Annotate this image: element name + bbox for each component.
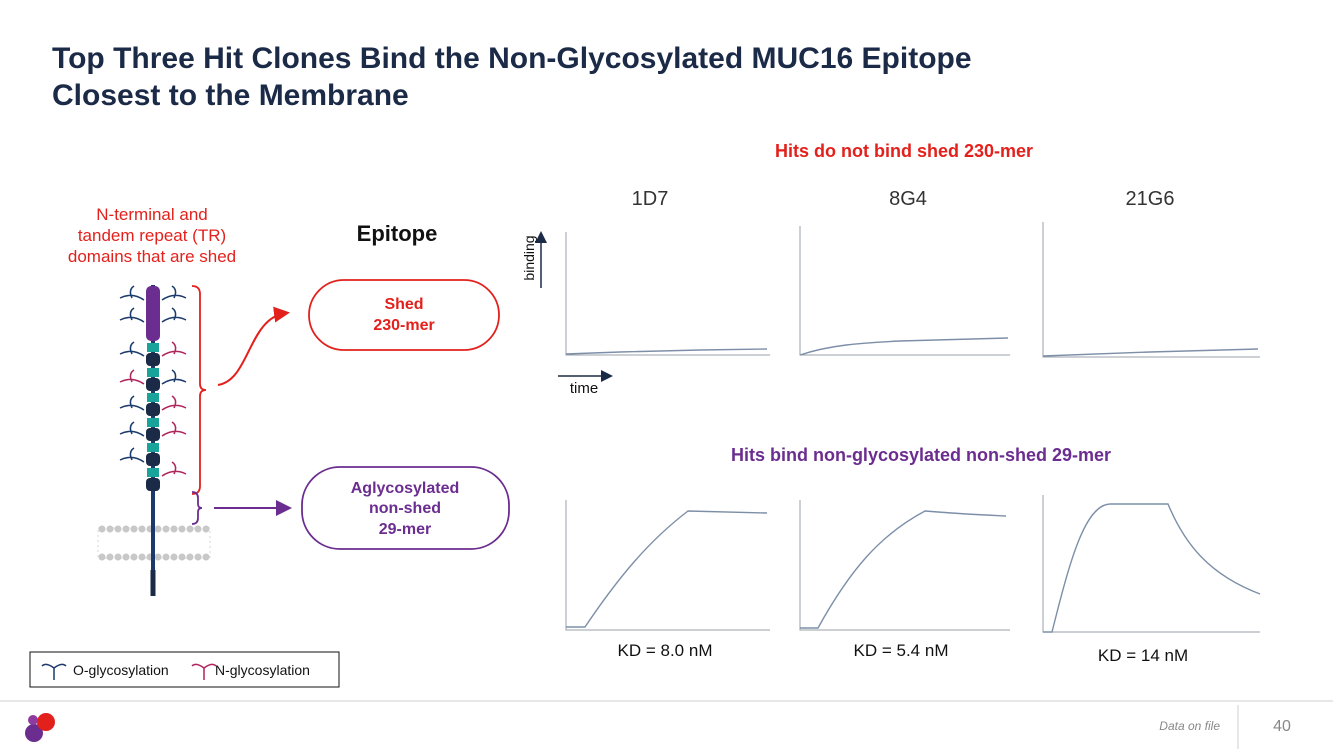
kd-label: KD = 14 nM [1098,646,1188,665]
box-line: Aglycosylated [351,480,459,497]
box-line: non-shed [369,500,441,517]
legend-entry: O-glycosylation [73,662,169,678]
epitope-heading: Epitope [357,221,438,246]
box-line: 230-mer [373,317,434,334]
label-line: N-terminal and [96,205,208,224]
footer-note: Data on file [1159,719,1220,733]
legend: O-glycosylation N-glycosylation [29,651,340,688]
muc16-molecule [97,285,292,596]
kd-label: KD = 8.0 nM [618,641,713,660]
clone-label: 8G4 [889,188,927,210]
clone-label: 21G6 [1126,188,1175,210]
shed-box: Shed 230-mer [308,279,500,351]
box-line: Shed [384,296,423,313]
label-line: domains that are shed [68,247,236,266]
legend-entry: N-glycosylation [215,662,310,678]
y-axis-label: binding [521,235,537,280]
logo [25,713,55,742]
bottom-plots [565,495,1261,633]
bottom-heading: Hits bind non-glycosylated non-shed 29-m… [731,445,1111,465]
box-line: 29-mer [379,521,431,538]
title-line: Top Three Hit Clones Bind the Non-Glycos… [52,42,972,75]
page-number: 40 [1273,718,1291,735]
x-axis-label: time [570,380,598,397]
label-line: tandem repeat (TR) [78,226,226,245]
top-plots [565,222,1260,358]
shed-label: N-terminal and tandem repeat (TR) domain… [68,205,236,266]
aglyco-box: Aglycosylated non-shed 29-mer [301,466,510,550]
membrane [97,525,211,561]
title-line: Closest to the Membrane [52,79,409,112]
kd-label: KD = 5.4 nM [854,641,949,660]
clone-label: 1D7 [632,188,669,210]
top-heading: Hits do not bind shed 230-mer [775,141,1033,161]
